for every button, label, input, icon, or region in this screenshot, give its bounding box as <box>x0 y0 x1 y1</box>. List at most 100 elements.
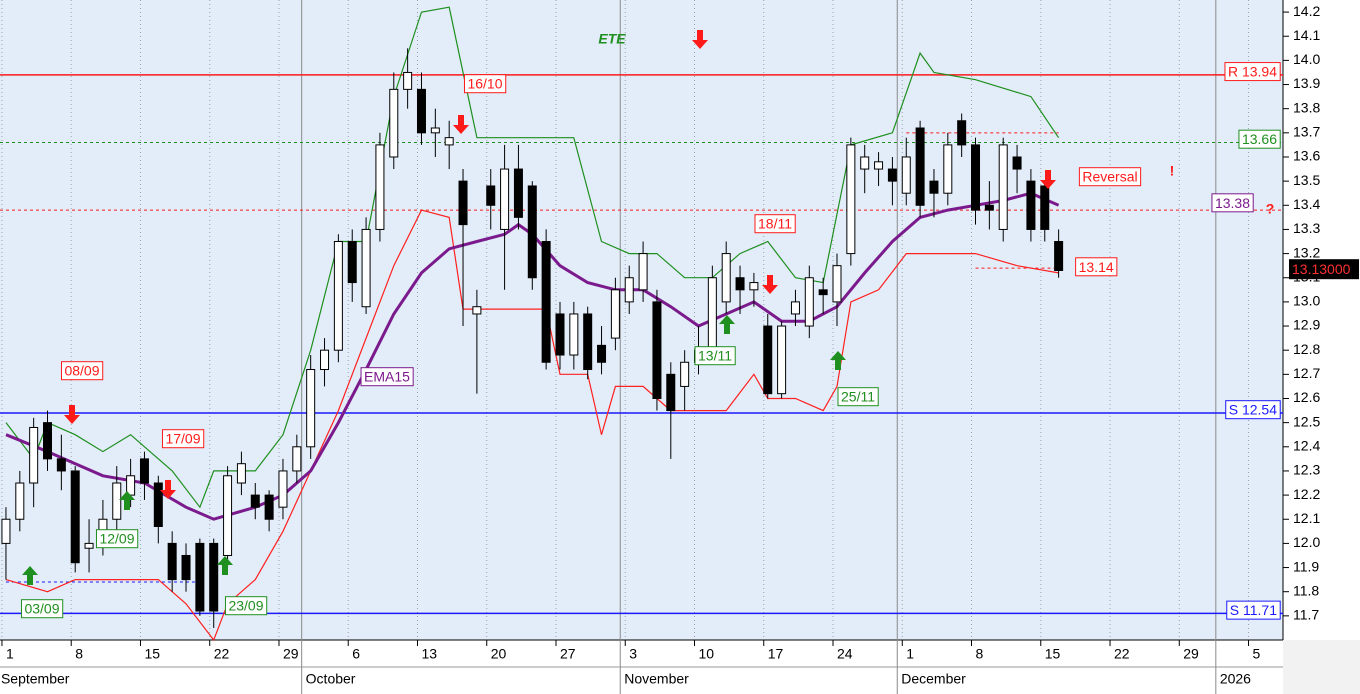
annotation-box <box>20 599 64 619</box>
annotation-box <box>360 367 414 387</box>
candle-body <box>278 470 288 508</box>
x-tick-label: 5 <box>1253 646 1261 662</box>
plot-area <box>0 0 1283 640</box>
y-tick-label: 13.0 <box>1293 293 1320 309</box>
candle-body <box>541 241 551 363</box>
y-tick-label: 14.0 <box>1293 51 1320 67</box>
candle-body <box>139 458 149 484</box>
candle-body <box>167 542 177 581</box>
y-tick-label: 13.2 <box>1293 244 1320 260</box>
y-tick-label: 13.6 <box>1293 148 1320 164</box>
x-tick-label: 15 <box>144 646 160 662</box>
candle-body <box>264 494 274 520</box>
candle-body <box>1026 180 1036 230</box>
annotation-box <box>161 429 205 449</box>
arrow <box>830 351 846 370</box>
candle-body <box>292 446 302 472</box>
x-tick-label: 24 <box>837 646 853 662</box>
candle-body <box>666 373 676 412</box>
candle-body <box>943 144 953 194</box>
candle-body <box>375 144 385 230</box>
candle-body <box>874 161 884 170</box>
candle-body <box>29 426 39 484</box>
x-tick-label: 22 <box>1114 646 1130 662</box>
candle-body <box>70 470 80 564</box>
annotation-box <box>224 596 268 616</box>
y-tick-label: 13.4 <box>1293 196 1320 212</box>
y-tick-label: 13.8 <box>1293 99 1320 115</box>
x-tick-label: 1 <box>6 646 14 662</box>
candle-body <box>1040 185 1050 230</box>
annotation-box <box>95 529 139 549</box>
level-label: 13.38 <box>1215 195 1250 211</box>
y-tick-label: 11.7 <box>1293 607 1319 623</box>
candle-body <box>610 289 620 339</box>
level-label-box <box>1211 193 1254 213</box>
level-label-box <box>1225 400 1281 420</box>
x-tick-label: 13 <box>421 646 437 662</box>
month-label: September <box>1 671 70 687</box>
last-price-box <box>1289 259 1359 280</box>
candle-body <box>583 313 593 371</box>
candle-body <box>306 369 316 448</box>
candle-body <box>236 463 246 484</box>
arrow <box>692 30 708 49</box>
x-tick-label: 29 <box>1183 646 1199 662</box>
y-tick-label: 12.4 <box>1293 437 1320 453</box>
x-tick-label: 29 <box>283 646 299 662</box>
y-tick-label: 11.8 <box>1293 582 1319 598</box>
annotation: 08/09 <box>64 363 99 379</box>
candle-body <box>707 277 717 351</box>
candle-body <box>790 301 800 315</box>
candle-body <box>250 494 260 508</box>
arrow <box>1040 170 1056 189</box>
exclamation: ! <box>1170 163 1175 179</box>
arrow <box>119 491 135 510</box>
x-tick-label: 10 <box>698 646 714 662</box>
y-tick-label: 14.1 <box>1293 27 1320 43</box>
candle-body <box>749 282 759 291</box>
candle-body <box>347 241 357 284</box>
candle-body <box>209 542 219 612</box>
month-label: November <box>624 671 689 687</box>
chart-title: ETE <box>598 31 626 47</box>
candle-body <box>430 127 440 134</box>
arrow <box>64 405 80 424</box>
level-label-box <box>1238 129 1281 149</box>
candle-body <box>472 306 482 315</box>
candle-body <box>818 289 828 296</box>
arrow <box>453 115 469 134</box>
annotation: 17/09 <box>165 431 200 447</box>
candle-body <box>416 88 426 134</box>
month-label: December <box>901 671 966 687</box>
candle-body <box>181 554 191 581</box>
candle-body <box>1012 156 1022 170</box>
candle-body <box>320 349 330 371</box>
candle-body <box>1 518 11 544</box>
candle-body <box>721 253 731 303</box>
candle-body <box>84 542 94 549</box>
y-tick-label: 12.3 <box>1293 462 1320 478</box>
candle-body <box>984 204 994 211</box>
candle-body <box>804 277 814 327</box>
candle-body <box>915 127 925 206</box>
candle-body <box>500 168 510 230</box>
annotation-box <box>1078 167 1142 187</box>
month-label: 2026 <box>1220 671 1251 687</box>
annotation-box <box>754 214 796 234</box>
x-tick-label: 3 <box>629 646 637 662</box>
level-label-box <box>1226 600 1281 620</box>
annotation-box <box>837 387 879 407</box>
annotation: 25/11 <box>841 389 875 405</box>
candle-body <box>112 482 122 520</box>
y-tick-label: 14.2 <box>1293 3 1320 19</box>
level-label-box <box>1075 257 1118 277</box>
arrow <box>762 275 778 294</box>
candle-body <box>680 361 690 387</box>
level-label-box <box>1224 62 1281 82</box>
y-tick-label: 13.9 <box>1293 75 1320 91</box>
annotation: 23/09 <box>228 598 263 614</box>
candle-body <box>15 482 25 520</box>
y-tick-label: 12.7 <box>1293 365 1320 381</box>
